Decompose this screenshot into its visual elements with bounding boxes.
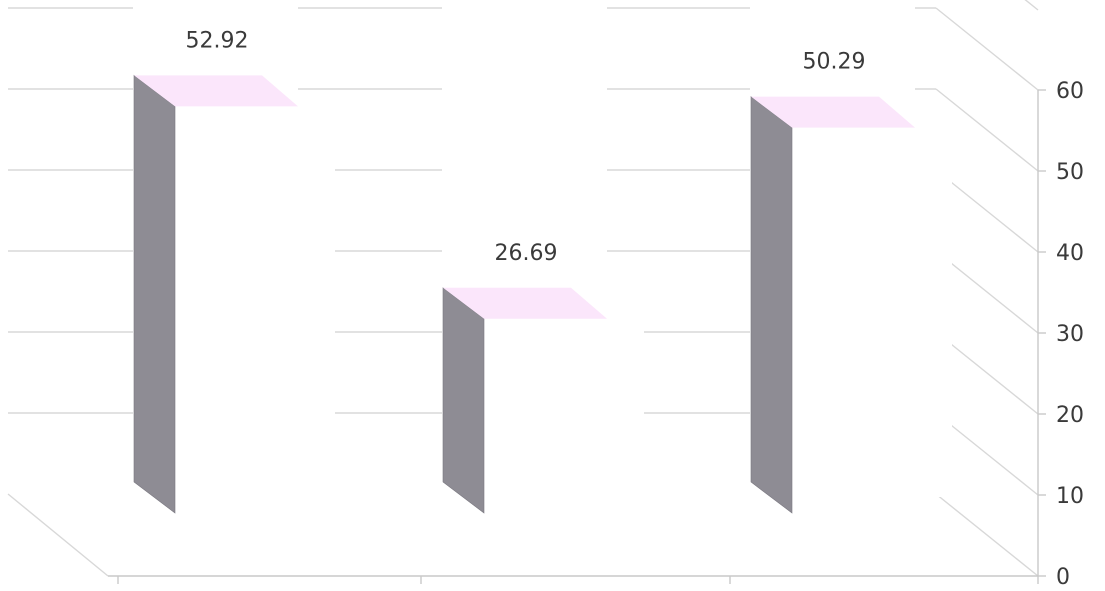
y-tick-label-30: 30 xyxy=(1056,322,1084,347)
y-tick-label-50: 50 xyxy=(1056,160,1084,185)
data-label-2: 50.29 xyxy=(803,50,866,75)
y-tick-label-60: 60 xyxy=(1056,79,1084,104)
bar-top-face xyxy=(134,75,298,107)
side-gridline-40 xyxy=(935,169,1039,253)
y-tick-label-10: 10 xyxy=(1056,484,1084,509)
data-label-0: 52.92 xyxy=(186,28,249,53)
bars-layer xyxy=(133,74,952,514)
bar-top-face xyxy=(443,287,607,319)
bar-2 xyxy=(750,96,952,514)
y-tick-label-40: 40 xyxy=(1056,241,1084,266)
bar-front-face xyxy=(792,127,952,497)
data-label-1: 26.69 xyxy=(495,241,558,266)
y-axis: 0 10 20 30 40 50 60 xyxy=(117,79,1084,590)
floor-left-edge xyxy=(7,493,109,577)
bar-1 xyxy=(442,287,644,514)
bar-front-face xyxy=(484,318,644,497)
bar-0 xyxy=(133,74,335,514)
side-gridline-20 xyxy=(935,331,1039,415)
grid-layer xyxy=(7,0,1039,577)
side-gridline-30 xyxy=(935,250,1039,334)
bar-side-face xyxy=(442,287,485,514)
y-tick-label-0: 0 xyxy=(1056,565,1070,590)
bar-top-face xyxy=(751,96,915,128)
side-gridline-50 xyxy=(935,88,1039,172)
side-gridline-60 xyxy=(935,7,1039,91)
side-gridline-10 xyxy=(935,412,1039,496)
y-tick-label-20: 20 xyxy=(1056,403,1084,428)
data-labels-layer: 52.92 26.69 50.29 xyxy=(186,28,866,265)
bar-front-face xyxy=(175,106,335,498)
bar-side-face xyxy=(750,96,793,514)
bar-side-face xyxy=(133,74,176,514)
side-wall-top-edge xyxy=(1024,0,1039,11)
side-gridline-0 xyxy=(935,493,1039,577)
